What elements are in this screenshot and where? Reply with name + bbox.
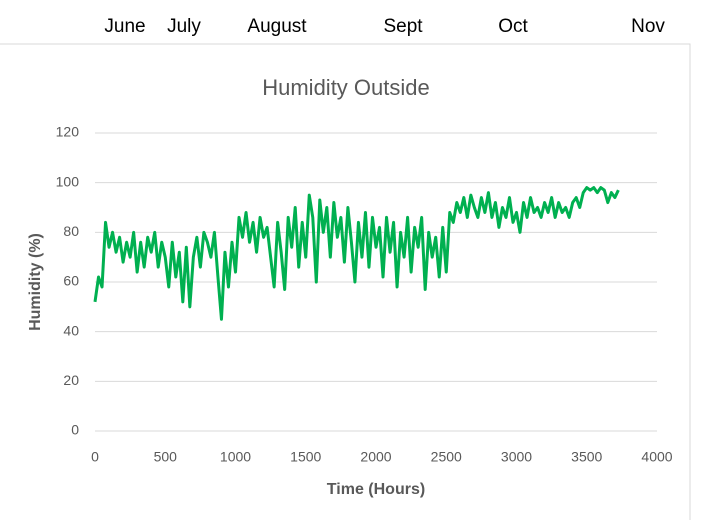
- x-tick-label: 1500: [290, 449, 321, 465]
- x-tick-label: 2000: [360, 449, 391, 465]
- chart-title: Humidity Outside: [262, 75, 430, 100]
- month-label: Sept: [383, 16, 423, 37]
- data-line: [93, 186, 620, 321]
- month-label: June: [104, 16, 145, 37]
- x-tick-label: 1000: [220, 449, 251, 465]
- y-tick-label: 120: [56, 124, 80, 140]
- y-tick-label: 60: [63, 273, 79, 289]
- x-tick-label: 3000: [501, 449, 532, 465]
- y-tick-label: 0: [71, 422, 79, 438]
- month-label: Nov: [631, 16, 665, 37]
- month-label: July: [167, 16, 201, 37]
- y-axis-label: Humidity (%): [27, 233, 44, 331]
- x-tick-label: 4000: [641, 449, 672, 465]
- month-label: Oct: [498, 16, 528, 37]
- x-tick-label: 0: [91, 449, 99, 465]
- month-label: August: [247, 16, 307, 37]
- x-tick-label: 500: [154, 449, 178, 465]
- x-tick-label: 3500: [571, 449, 602, 465]
- y-tick-label: 40: [63, 322, 79, 338]
- y-tick-label: 80: [63, 223, 79, 239]
- x-axis-label: Time (Hours): [327, 481, 425, 498]
- y-tick-label: 20: [63, 372, 79, 388]
- x-tick-label: 2500: [431, 449, 462, 465]
- y-tick-label: 100: [56, 173, 80, 189]
